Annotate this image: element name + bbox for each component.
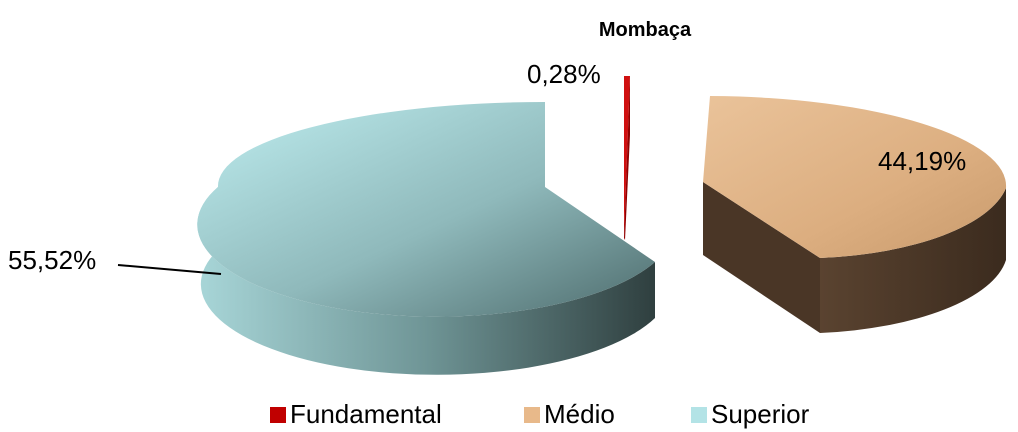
slice-fundamental-side [624, 76, 630, 240]
legend-label-medio: Médio [544, 399, 615, 429]
legend-item-superior: Superior [691, 399, 810, 429]
data-label-fundamental: 0,28% [527, 59, 601, 89]
slice-medio-top [703, 96, 1007, 258]
chart-title: Mombaça [599, 19, 692, 41]
slice-superior-top [197, 102, 655, 317]
slice-superior-side [197, 187, 655, 375]
legend-item-medio: Médio [524, 399, 615, 429]
slice-medio [703, 96, 1007, 333]
legend-swatch-fundamental [270, 407, 286, 423]
legend-item-fundamental: Fundamental [270, 399, 442, 429]
slice-fundamental [624, 76, 630, 240]
data-label-superior: 55,52% [8, 245, 96, 275]
slice-medio-side-right [820, 188, 1006, 333]
slice-superior [197, 102, 655, 375]
legend: Fundamental Médio Superior [270, 399, 810, 429]
slice-medio-side-left [703, 182, 820, 333]
legend-label-superior: Superior [711, 399, 810, 429]
legend-label-fundamental: Fundamental [290, 399, 442, 429]
legend-swatch-medio [524, 407, 540, 423]
legend-swatch-superior [691, 407, 707, 423]
data-label-medio: 44,19% [878, 146, 966, 176]
leader-line-superior [117, 264, 222, 275]
